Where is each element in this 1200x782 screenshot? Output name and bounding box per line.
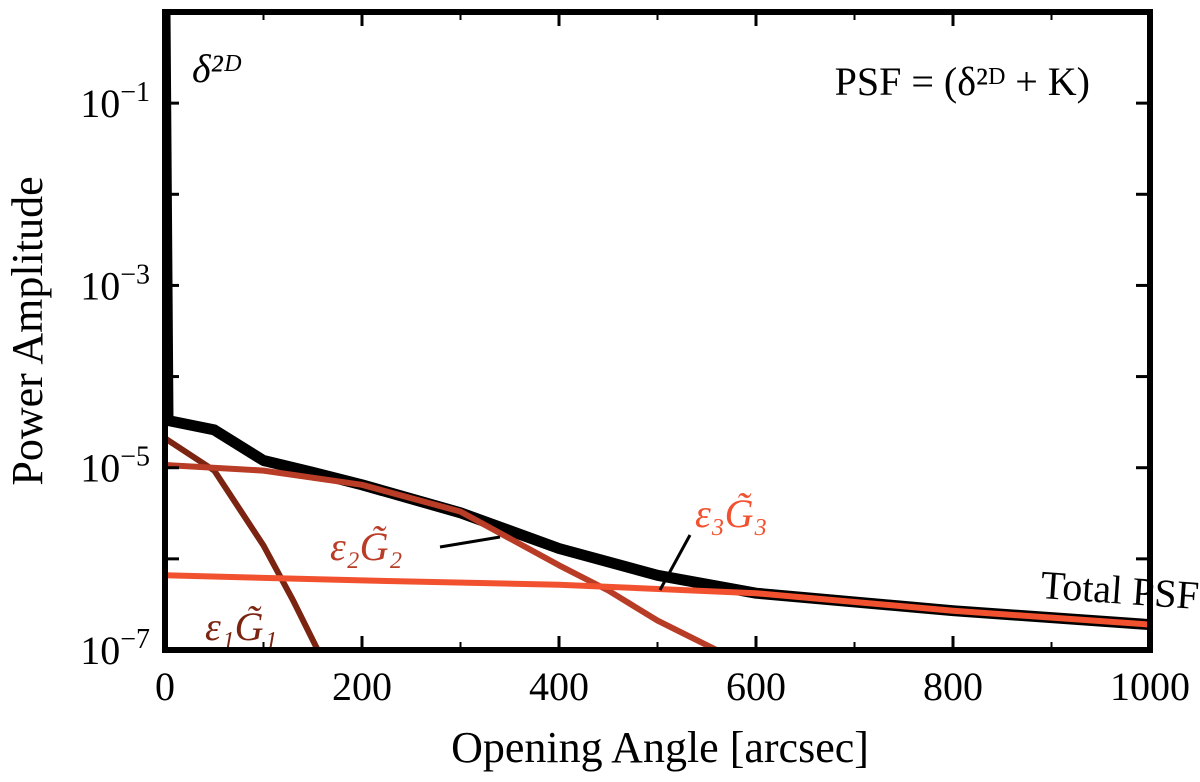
y-tick-label: 10−5: [80, 442, 150, 491]
x-tick-label: 200: [332, 664, 392, 709]
series-label: ε₁G̃₁: [205, 604, 277, 649]
x-tick-label: 0: [155, 664, 175, 709]
y-tick-label: 10−1: [80, 77, 150, 126]
series-label: ε₂G̃₂: [330, 524, 402, 569]
plot-area: [165, 12, 1150, 650]
y-axis-label: Power Amplitude: [3, 176, 52, 485]
x-tick-label: 600: [726, 664, 786, 709]
annotation: δ²ᴰ: [192, 46, 242, 91]
series-label: Total PSF: [1039, 562, 1200, 618]
y-tick-label: 10−3: [80, 259, 150, 308]
leader-line: [658, 534, 692, 591]
series-line: [165, 462, 718, 650]
leader-line: [439, 535, 501, 549]
plot-frame: [162, 9, 1153, 653]
series-line: [165, 572, 1150, 628]
series-label: ε₃G̃₃: [695, 491, 767, 536]
series-line: [165, 435, 321, 650]
y-tick-label: 10−7: [80, 624, 150, 673]
x-axis-label: Opening Angle [arcsec]: [451, 723, 869, 772]
x-tick-label: 1000: [1110, 664, 1190, 709]
annotation: PSF = (δ²ᴰ + K): [835, 59, 1090, 104]
x-tick-label: 800: [923, 664, 983, 709]
x-tick-label: 400: [529, 664, 589, 709]
